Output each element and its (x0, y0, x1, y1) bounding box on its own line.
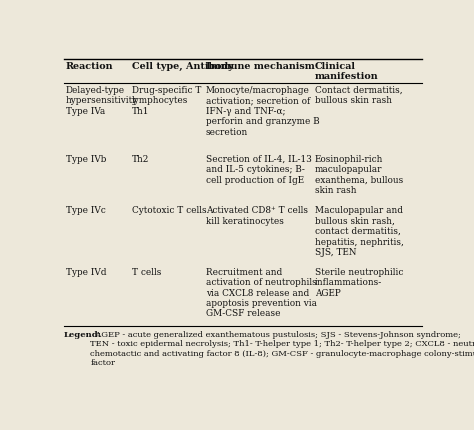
Text: Activated CD8⁺ T cells
kill keratinocytes: Activated CD8⁺ T cells kill keratinocyte… (206, 206, 308, 225)
Text: AGEP - acute generalized exanthematous pustulosis; SJS - Stevens-Johnson syndrom: AGEP - acute generalized exanthematous p… (91, 330, 474, 366)
Text: Type IVb: Type IVb (66, 154, 106, 163)
Text: Reaction: Reaction (66, 62, 113, 71)
Text: Contact dermatitis,
bullous skin rash: Contact dermatitis, bullous skin rash (315, 86, 403, 105)
Text: Immune mechanism: Immune mechanism (206, 62, 314, 71)
Text: Th2: Th2 (132, 154, 150, 163)
Text: T cells: T cells (132, 267, 162, 276)
Text: Eosinophil-rich
maculopapular
exanthema, bullous
skin rash: Eosinophil-rich maculopapular exanthema,… (315, 154, 403, 195)
Text: Cytotoxic T cells: Cytotoxic T cells (132, 206, 207, 215)
Text: Cell type, Antibody: Cell type, Antibody (132, 62, 234, 71)
Text: Secretion of IL-4, IL-13
and IL-5 cytokines; B-
cell production of IgE: Secretion of IL-4, IL-13 and IL-5 cytoki… (206, 154, 311, 184)
Text: Drug-specific T
lymphocytes
Th1: Drug-specific T lymphocytes Th1 (132, 86, 201, 115)
Text: Type IVd: Type IVd (66, 267, 106, 276)
Text: Monocyte/macrophage
activation; secretion of
IFN-γ and TNF-α;
perforin and granz: Monocyte/macrophage activation; secretio… (206, 86, 319, 136)
Text: Recruitment and
activation of neutrophils
via CXCL8 release and
apoptosis preven: Recruitment and activation of neutrophil… (206, 267, 317, 318)
Text: Legend:: Legend: (64, 330, 101, 338)
Text: Clinical
manifestion: Clinical manifestion (315, 62, 379, 81)
Text: Delayed-type
hypersensitivity
Type IVa: Delayed-type hypersensitivity Type IVa (66, 86, 138, 115)
Text: Type IVc: Type IVc (66, 206, 106, 215)
Text: Sterile neutrophilic
inflammations-
AGEP: Sterile neutrophilic inflammations- AGEP (315, 267, 403, 297)
Text: Maculopapular and
bullous skin rash,
contact dermatitis,
hepatitis, nephritis,
S: Maculopapular and bullous skin rash, con… (315, 206, 404, 256)
